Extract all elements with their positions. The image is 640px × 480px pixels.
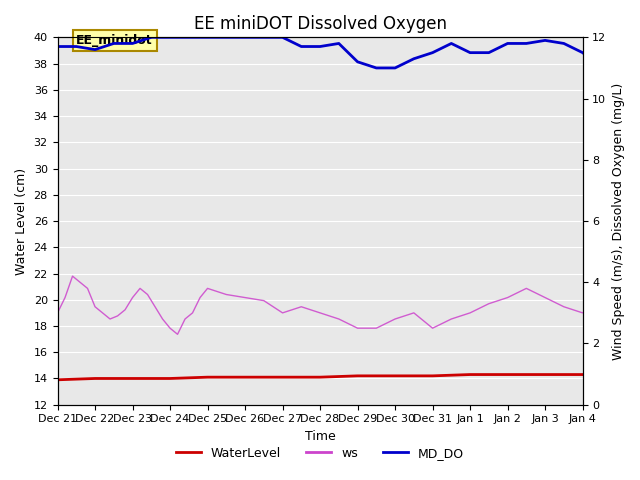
Y-axis label: Wind Speed (m/s), Dissolved Oxygen (mg/L): Wind Speed (m/s), Dissolved Oxygen (mg/L… bbox=[612, 83, 625, 360]
Text: EE_minidot: EE_minidot bbox=[76, 34, 153, 47]
X-axis label: Time: Time bbox=[305, 430, 335, 443]
Legend: WaterLevel, ws, MD_DO: WaterLevel, ws, MD_DO bbox=[171, 442, 469, 465]
Title: EE miniDOT Dissolved Oxygen: EE miniDOT Dissolved Oxygen bbox=[193, 15, 447, 33]
Y-axis label: Water Level (cm): Water Level (cm) bbox=[15, 168, 28, 275]
